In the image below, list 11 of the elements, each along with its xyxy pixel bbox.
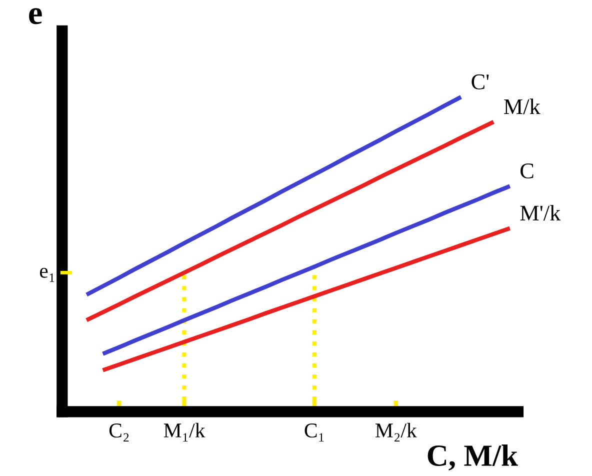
x-tick-label: C₁: [304, 424, 324, 442]
ref-line-label: e₁: [40, 268, 54, 282]
series-label: C': [472, 74, 489, 90]
y-axis-title: e: [29, 8, 42, 24]
series-label: M/k: [504, 98, 540, 114]
x-axis-title: C, M/k: [428, 444, 518, 470]
x-tick-label: M₁/k: [164, 422, 206, 442]
series-label: M'/k: [520, 204, 561, 221]
series-label: C: [520, 163, 534, 178]
x-tick-label: M₂/k: [376, 422, 417, 442]
x-tick-label: C₂: [109, 424, 129, 442]
